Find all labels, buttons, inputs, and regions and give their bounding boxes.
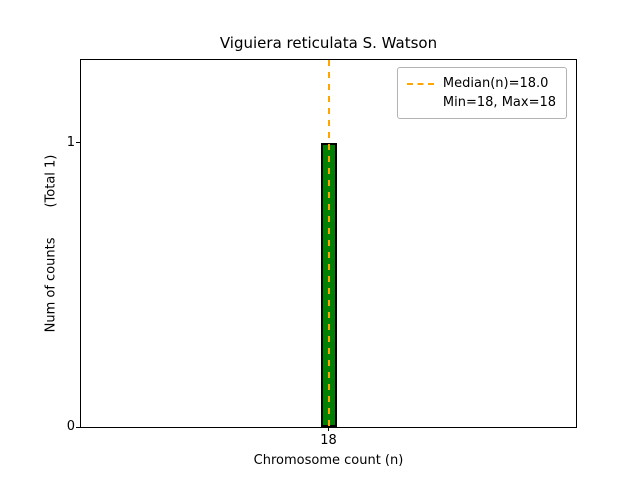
ytick-label: 0: [66, 419, 75, 434]
y-axis-label-main: Num of counts: [43, 237, 59, 333]
legend-row-median: Median(n)=18.0: [406, 74, 556, 93]
ytick-mark: [76, 142, 80, 143]
y-axis-label-wrap: Num of counts (Total 1): [42, 59, 60, 428]
y-axis-label-total: (Total 1): [43, 154, 59, 208]
chart-title: Viguiera reticulata S. Watson: [219, 34, 438, 52]
x-axis-label: Chromosome count (n): [253, 453, 404, 468]
ytick-label: 1: [66, 134, 75, 150]
legend-minmax-label: Min=18, Max=18: [442, 95, 556, 110]
xtick-label: 18: [320, 433, 337, 448]
legend: Median(n)=18.0 Min=18, Max=18: [396, 67, 567, 119]
legend-row-minmax: Min=18, Max=18: [443, 93, 556, 112]
legend-median-label: Median(n)=18.0: [442, 76, 549, 91]
xtick-mark: [328, 427, 329, 431]
ytick-mark: [76, 426, 80, 428]
plot-area: Viguiera reticulata S. Watson 1 0 18 Chr…: [67, 34, 577, 468]
median-line: [327, 60, 330, 427]
y-axis-label: Num of counts (Total 1): [44, 155, 59, 333]
legend-median-line-sample: [406, 82, 434, 85]
